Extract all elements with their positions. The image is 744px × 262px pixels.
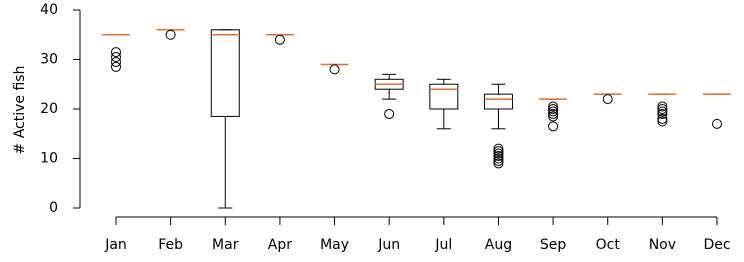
x-tick-label: Aug — [485, 237, 512, 253]
flier — [657, 108, 668, 119]
flier — [111, 52, 121, 63]
flier — [548, 106, 559, 117]
flier — [493, 158, 504, 169]
flier — [548, 108, 559, 119]
flier — [657, 116, 668, 127]
x-tick-label: Feb — [158, 237, 183, 253]
flier — [111, 61, 121, 72]
flier — [657, 104, 668, 114]
flier — [493, 153, 504, 164]
x-tick-label: Dec — [703, 237, 730, 253]
flier — [548, 104, 559, 114]
flier — [657, 113, 668, 124]
flier — [548, 121, 559, 132]
flier — [493, 148, 504, 159]
flier — [384, 108, 395, 119]
box — [483, 93, 513, 110]
flier — [493, 143, 504, 154]
flier — [111, 47, 121, 58]
x-tick-label: Jun — [377, 237, 400, 253]
flier — [493, 155, 504, 166]
flier — [548, 111, 559, 122]
flier — [274, 34, 285, 45]
flier — [111, 56, 121, 67]
flier — [602, 94, 613, 105]
y-tick-label: 20 — [40, 101, 58, 117]
flier — [548, 101, 559, 112]
x-tick-label: Sep — [540, 237, 567, 253]
y-tick-label: 30 — [40, 52, 58, 68]
y-tick-label: 10 — [40, 151, 58, 167]
x-tick-label: Jul — [434, 237, 452, 253]
flier — [657, 101, 668, 112]
x-tick-label: Mar — [212, 237, 239, 253]
y-tick-label: 40 — [40, 2, 58, 18]
flier — [657, 106, 668, 117]
flier — [493, 151, 504, 162]
flier — [493, 146, 504, 157]
y-axis-label: # Active fish — [12, 66, 28, 155]
y-tick-label: 0 — [49, 200, 58, 216]
x-tick-label: Jan — [104, 237, 127, 253]
x-tick-label: Apr — [268, 237, 292, 253]
box — [210, 29, 240, 117]
box — [429, 83, 459, 110]
x-tick-label: Oct — [596, 237, 621, 253]
flier — [329, 64, 340, 75]
x-tick-label: May — [320, 237, 349, 253]
flier — [712, 118, 722, 129]
x-tick-label: Nov — [649, 237, 676, 253]
flier — [165, 29, 176, 40]
